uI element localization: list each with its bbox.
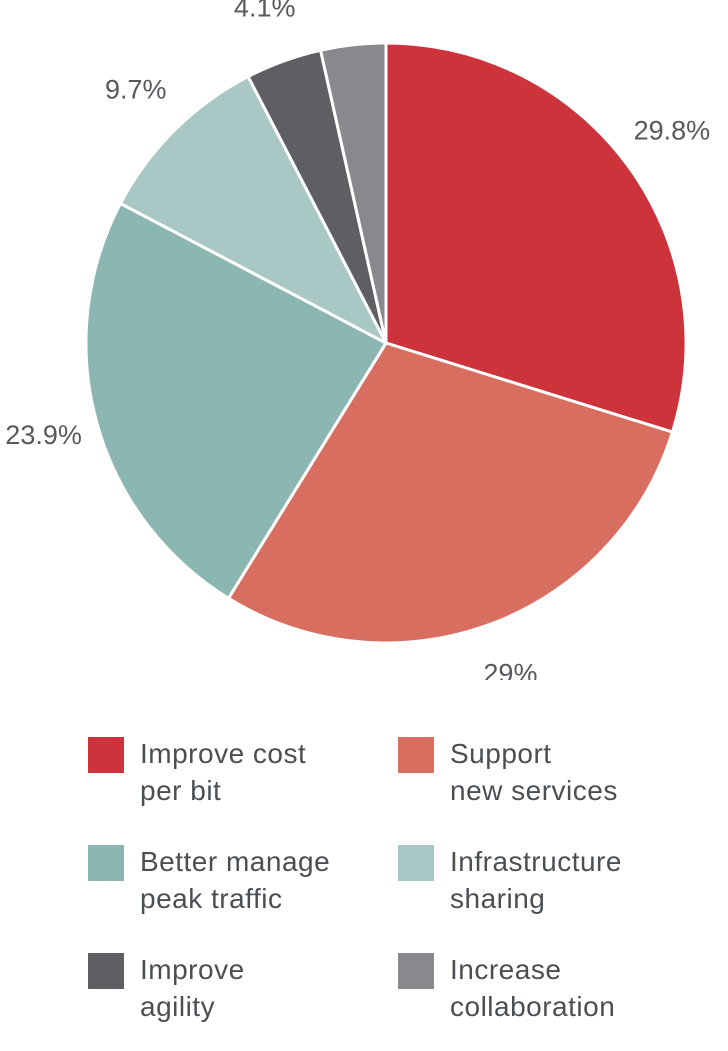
legend-item-3: Infrastructure sharing — [398, 843, 708, 917]
legend-label-2: Better manage peak traffic — [140, 846, 331, 914]
legend-item-1: Support new services — [398, 735, 708, 809]
pie-slice-5 — [319, 41, 388, 345]
legend-label-5: Increase collaboration — [450, 954, 616, 1022]
legend-swatch-0 — [88, 737, 124, 773]
legend-swatch-1 — [398, 737, 434, 773]
legend-swatch-3 — [398, 845, 434, 881]
pie-value-label-5: 3.5% — [316, 0, 378, 3]
legend-label-1: Support new services — [450, 738, 618, 806]
pie-slice-1 — [226, 341, 674, 645]
pie-slice-0 — [384, 41, 688, 434]
pie-value-label-0: 29.8% — [634, 116, 711, 146]
pie-value-label-3: 9.7% — [105, 74, 167, 104]
legend-item-2: Better manage peak traffic — [88, 843, 398, 917]
legend-swatch-5 — [398, 953, 434, 989]
pie-slice-3 — [118, 75, 388, 345]
pie-slices — [84, 41, 688, 645]
pie-slice-2 — [84, 201, 388, 600]
legend-item-0: Improve cost per bit — [88, 735, 398, 809]
pie-value-label-2: 23.9% — [5, 420, 82, 450]
legend-item-4: Improve agility — [88, 951, 398, 1025]
legend-label-4: Improve agility — [140, 954, 245, 1022]
legend-swatch-2 — [88, 845, 124, 881]
legend-label-0: Improve cost per bit — [140, 738, 307, 806]
legend-label-3: Infrastructure sharing — [450, 846, 622, 914]
pie-chart: 29.8% 29% 23.9% 9.7% 4.1% 3.5% — [5, 0, 710, 680]
pie-value-label-1: 29% — [483, 659, 537, 680]
legend: Improve cost per bit Support new services… — [88, 735, 728, 1025]
pie-value-labels: 29.8% 29% 23.9% 9.7% 4.1% 3.5% — [5, 0, 710, 680]
legend-item-5: Increase collaboration — [398, 951, 708, 1025]
pie-value-label-4: 4.1% — [234, 0, 296, 22]
legend-swatch-4 — [88, 953, 124, 989]
